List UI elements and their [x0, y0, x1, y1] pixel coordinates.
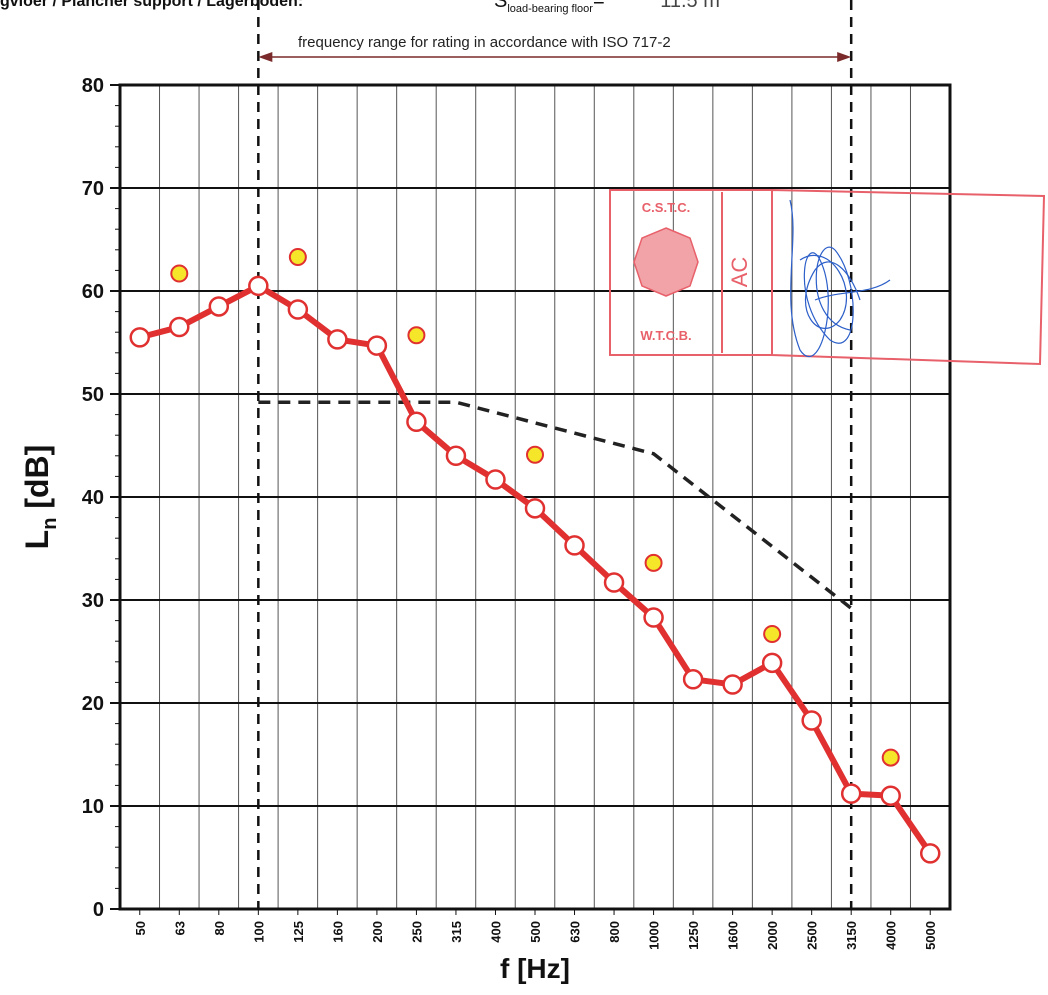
x-tick-label: 100 — [251, 921, 266, 943]
x-tick-label: 1000 — [647, 921, 662, 950]
y-tick-label: 30 — [82, 590, 104, 612]
measured-point — [880, 785, 901, 806]
x-tick-label: 160 — [330, 921, 345, 943]
y-tick-label: 80 — [82, 75, 104, 97]
area-value: 11.5 m — [660, 0, 720, 12]
series-group — [129, 248, 941, 864]
measured-point — [366, 335, 388, 356]
y-tick-label: 20 — [82, 693, 104, 715]
measured-point — [208, 296, 230, 317]
octave-point — [288, 248, 307, 267]
x-tick-label: 630 — [568, 921, 583, 943]
x-tick-label: 250 — [409, 921, 424, 943]
axis-labels: f [Hz] Ln [dB] — [19, 445, 570, 984]
measured-point — [524, 498, 546, 519]
x-tick-label: 400 — [488, 921, 503, 943]
reference-curve — [258, 400, 853, 610]
x-tick-label: 200 — [370, 921, 385, 943]
x-tick-label: 80 — [212, 921, 227, 935]
measured-point — [722, 674, 743, 695]
x-tick-label: 2000 — [765, 921, 780, 950]
x-tick-label: 2500 — [805, 921, 820, 950]
y-axis-label-sub: n — [39, 518, 61, 530]
measured-point — [169, 316, 190, 338]
x-tick-label: 5000 — [923, 921, 938, 950]
measured-point — [919, 843, 941, 864]
x-tick-label: 800 — [607, 921, 622, 943]
y-tick-label: 0 — [93, 899, 104, 921]
measured-point — [406, 411, 427, 433]
y-tick-label: 40 — [82, 487, 104, 509]
x-tick-label: 125 — [291, 921, 306, 943]
measured-point — [129, 327, 151, 348]
support-label: gvloer / Plancher support / Lagerboden: — [0, 0, 304, 10]
x-tick-label: 50 — [133, 921, 148, 935]
y-tick-label: 70 — [82, 178, 104, 200]
measured-point — [603, 572, 625, 593]
area-subscript: load-bearing floor — [507, 3, 593, 15]
octave-point — [526, 445, 544, 464]
measured-point — [327, 329, 348, 350]
y-axis-label-unit: [dB] — [19, 445, 55, 518]
x-tick-label: 4000 — [884, 921, 899, 950]
measured-point — [564, 535, 585, 556]
measured-point — [445, 445, 467, 467]
y-tick-label: 50 — [82, 384, 104, 406]
approval-stamp: C.S.T.C. W.T.C.B. AC — [609, 188, 1046, 366]
rating-range-arrowhead-right — [837, 52, 852, 62]
y-tick-label: 60 — [82, 281, 104, 303]
measured-point — [840, 783, 862, 804]
measured-point — [643, 607, 664, 628]
y-axis-label-main: L — [19, 530, 55, 550]
octave-point — [170, 264, 189, 283]
plot-grid: 0 10 20 30 40 50 60 70 80 50 63 80 100 125 160 200 250 31… — [82, 75, 952, 950]
y-tick-label: 10 — [82, 796, 104, 818]
octave-point — [407, 326, 426, 345]
measured-point — [761, 652, 783, 674]
octave-point — [644, 553, 663, 572]
stamp-initials: AC — [727, 257, 752, 288]
x-tick-label: 315 — [449, 921, 464, 943]
octave-point — [763, 624, 782, 643]
stamp-outer-box — [771, 188, 1046, 366]
x-tick-label: 63 — [172, 921, 187, 935]
stamp-top-text: C.S.T.C. — [642, 200, 690, 215]
x-tick-label: 3150 — [844, 921, 859, 950]
stamp-emblem — [633, 227, 699, 297]
rating-range-arrowhead-left — [258, 52, 273, 62]
x-axis-label: f [Hz] — [500, 953, 570, 984]
stamp-bottom-text: W.T.C.B. — [640, 328, 691, 343]
measured-point — [485, 469, 506, 490]
measured-point — [801, 710, 822, 731]
rating-range — [257, 0, 853, 909]
area-symbol: S — [494, 0, 508, 12]
measured-point — [287, 299, 309, 320]
measured-point — [248, 275, 269, 297]
y-axis-label: Ln [dB] — [19, 445, 61, 550]
x-tick-label: 1600 — [726, 921, 741, 950]
measured-point — [682, 669, 704, 690]
area-equals: = — [592, 0, 605, 12]
octave-point — [881, 748, 900, 767]
rating-range-label: frequency range for rating in accordance… — [298, 34, 671, 51]
signature — [789, 199, 891, 358]
x-tick-label: 1250 — [686, 921, 701, 950]
x-tick-label: 500 — [528, 921, 543, 943]
area-formula: Sload-bearing floor= 11.5 m — [494, 0, 720, 15]
